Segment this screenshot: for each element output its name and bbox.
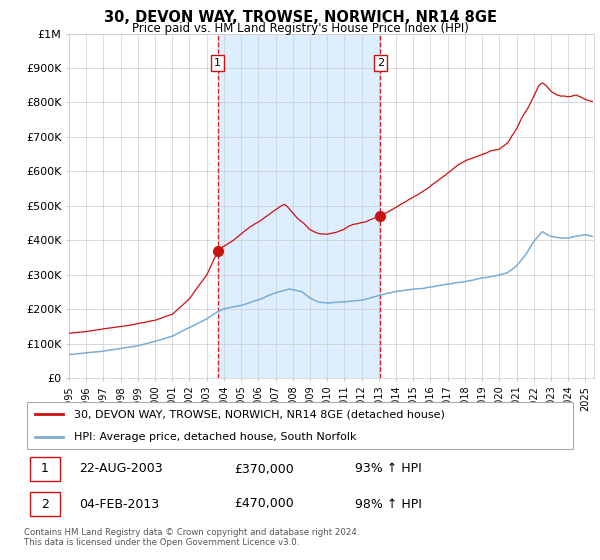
FancyBboxPatch shape <box>27 403 573 449</box>
FancyBboxPatch shape <box>29 457 60 481</box>
Text: £370,000: £370,000 <box>234 463 293 475</box>
Text: 1: 1 <box>214 58 221 68</box>
Text: Price paid vs. HM Land Registry's House Price Index (HPI): Price paid vs. HM Land Registry's House … <box>131 22 469 35</box>
Text: 22-AUG-2003: 22-AUG-2003 <box>79 463 163 475</box>
Bar <box>218 34 380 378</box>
Text: 93% ↑ HPI: 93% ↑ HPI <box>355 463 422 475</box>
Text: 2: 2 <box>377 58 384 68</box>
Text: 04-FEB-2013: 04-FEB-2013 <box>79 497 160 511</box>
Text: 30, DEVON WAY, TROWSE, NORWICH, NR14 8GE (detached house): 30, DEVON WAY, TROWSE, NORWICH, NR14 8GE… <box>74 409 445 419</box>
Text: 30, DEVON WAY, TROWSE, NORWICH, NR14 8GE: 30, DEVON WAY, TROWSE, NORWICH, NR14 8GE <box>104 10 497 25</box>
Text: 98% ↑ HPI: 98% ↑ HPI <box>355 497 422 511</box>
Text: 1: 1 <box>41 463 49 475</box>
Text: £470,000: £470,000 <box>234 497 293 511</box>
Text: 2: 2 <box>41 497 49 511</box>
Text: Contains HM Land Registry data © Crown copyright and database right 2024.
This d: Contains HM Land Registry data © Crown c… <box>24 528 359 547</box>
FancyBboxPatch shape <box>29 492 60 516</box>
Text: HPI: Average price, detached house, South Norfolk: HPI: Average price, detached house, Sout… <box>74 432 356 442</box>
